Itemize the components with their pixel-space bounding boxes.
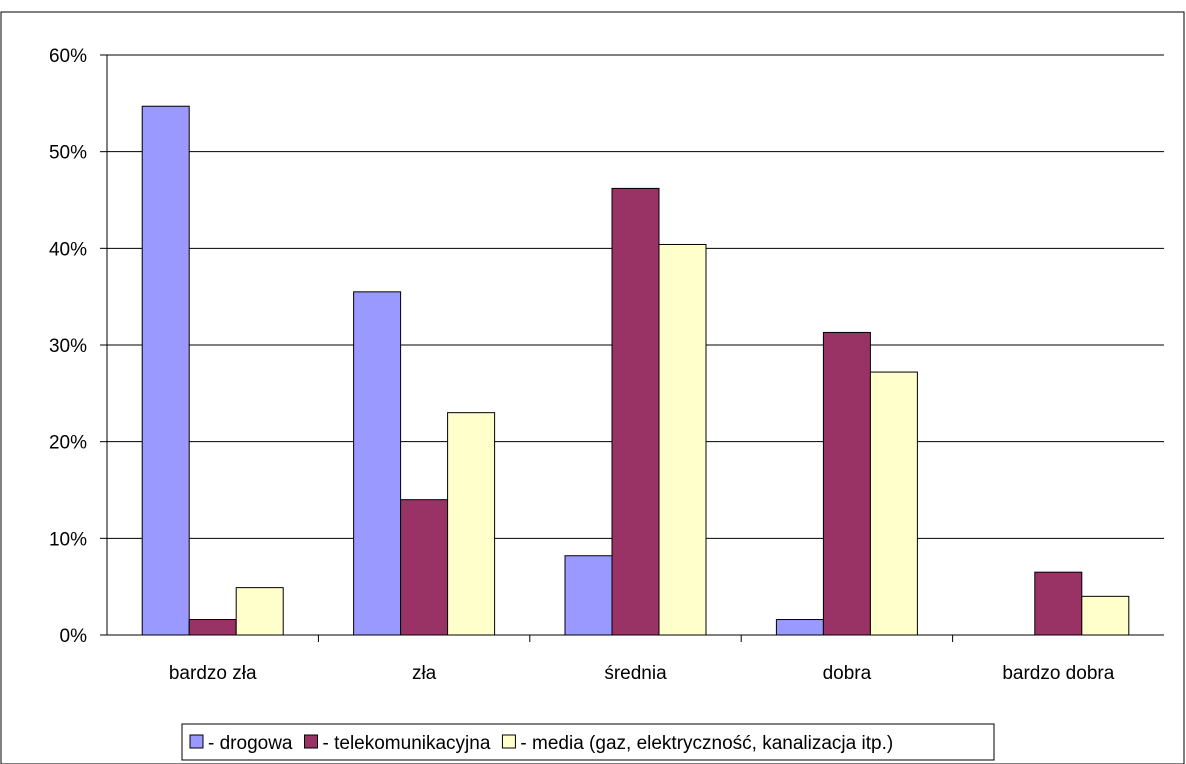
legend-label: - media (gaz, elektryczność, kanalizacja… <box>520 733 893 754</box>
bar <box>822 331 871 636</box>
bar <box>235 587 284 636</box>
bar <box>188 619 237 636</box>
y-tick-labels: 0% 10% 20% 30% 40% 50% 60% <box>49 46 87 647</box>
legend-swatch <box>189 734 204 749</box>
x-category-label: bardzo zła <box>169 663 257 684</box>
x-category-label: bardzo dobra <box>1002 663 1114 684</box>
bar <box>611 187 660 636</box>
bar <box>869 371 918 636</box>
bar <box>141 105 190 636</box>
y-tick-label: 50% <box>49 143 87 164</box>
bar <box>353 291 402 636</box>
legend: - drogowa - telekomunikacyjna - media (gaz… <box>181 723 995 761</box>
axes <box>100 54 1164 642</box>
bar <box>400 499 449 636</box>
bar <box>1081 595 1130 636</box>
legend-label: - telekomunikacyjna <box>323 733 491 754</box>
bar <box>564 555 613 636</box>
bar <box>775 619 824 636</box>
x-category-labels: bardzo zła zła średnia dobra bardzo dobra <box>169 663 1115 684</box>
bar <box>1034 571 1083 636</box>
x-category-label: dobra <box>823 663 872 684</box>
y-tick-label: 30% <box>49 336 87 357</box>
y-tick-label: 10% <box>49 529 87 550</box>
x-category-label: zła <box>412 663 437 684</box>
bar <box>658 243 707 636</box>
y-tick-label: 60% <box>49 46 87 67</box>
chart-area-border <box>0 11 1185 764</box>
x-category-label: średnia <box>604 663 667 684</box>
bar <box>447 412 496 636</box>
y-tick-label: 0% <box>60 626 88 647</box>
legend-swatch <box>304 734 318 749</box>
legend-label: - drogowa <box>208 733 293 754</box>
y-tick-label: 40% <box>49 239 87 260</box>
bars <box>141 105 1130 636</box>
legend-swatch <box>501 734 516 749</box>
y-tick-label: 20% <box>49 433 87 454</box>
